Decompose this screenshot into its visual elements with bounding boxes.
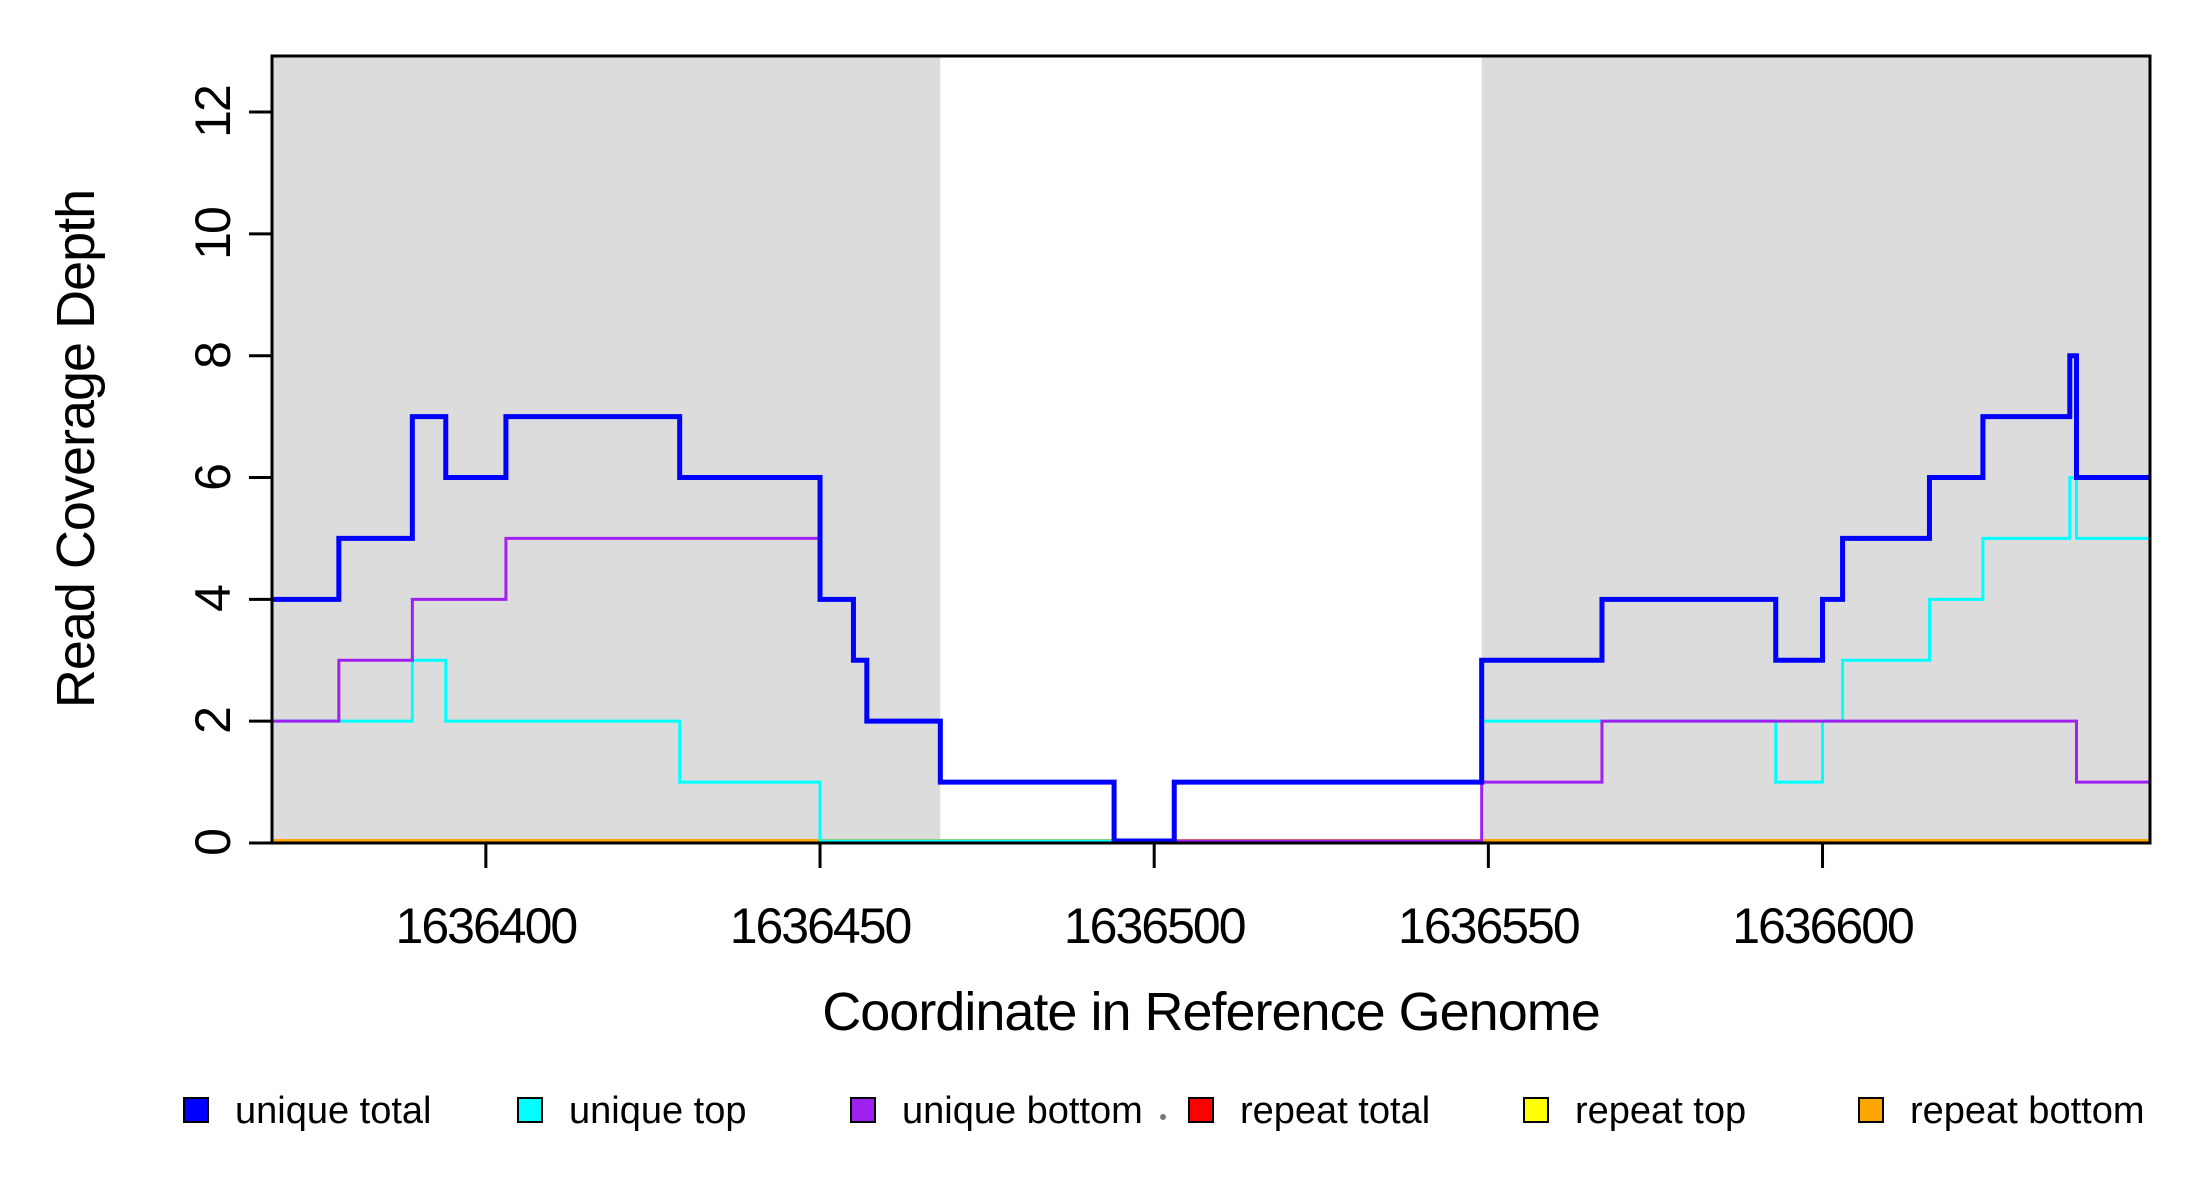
plot-border	[270, 54, 2152, 845]
legend-swatch-unique-bottom	[850, 1097, 876, 1123]
legend-label-repeat-bottom: repeat bottom	[1910, 1090, 2145, 1132]
legend-label-unique-total: unique total	[235, 1090, 432, 1132]
series-line-unique-total	[272, 353, 2150, 844]
legend-swatch-unique-total	[183, 1097, 209, 1123]
legend-label-unique-top: unique top	[569, 1090, 747, 1132]
x-tick-label: 1636550	[1398, 898, 1581, 954]
x-tick-label: 1636500	[1063, 898, 1247, 954]
y-axis-title: Read Coverage Depth	[46, 189, 106, 709]
x-tick-label: 1636600	[1732, 898, 1915, 954]
series-line-unique-top	[272, 476, 2150, 843]
legend-label-unique-bottom: unique bottom	[902, 1090, 1143, 1132]
left-repeat-region-shading	[272, 56, 941, 843]
legend-swatch-repeat-bottom	[1858, 1097, 1884, 1123]
x-axis-title: Coordinate in Reference Genome	[822, 982, 1600, 1042]
right-repeat-region-shading	[1481, 56, 2150, 843]
legend-swatch-repeat-top	[1523, 1097, 1549, 1123]
legend-label-repeat-total: repeat total	[1240, 1090, 1431, 1132]
x-tick-label: 1636400	[395, 898, 579, 954]
legend-swatch-repeat-total	[1188, 1097, 1214, 1123]
legend-label-repeat-top: repeat top	[1575, 1090, 1747, 1132]
legend-swatch-unique-top	[517, 1097, 543, 1123]
y-tick-label: 12	[185, 86, 241, 138]
x-tick-label: 1636450	[729, 898, 913, 954]
stray-dot	[1160, 1114, 1166, 1120]
